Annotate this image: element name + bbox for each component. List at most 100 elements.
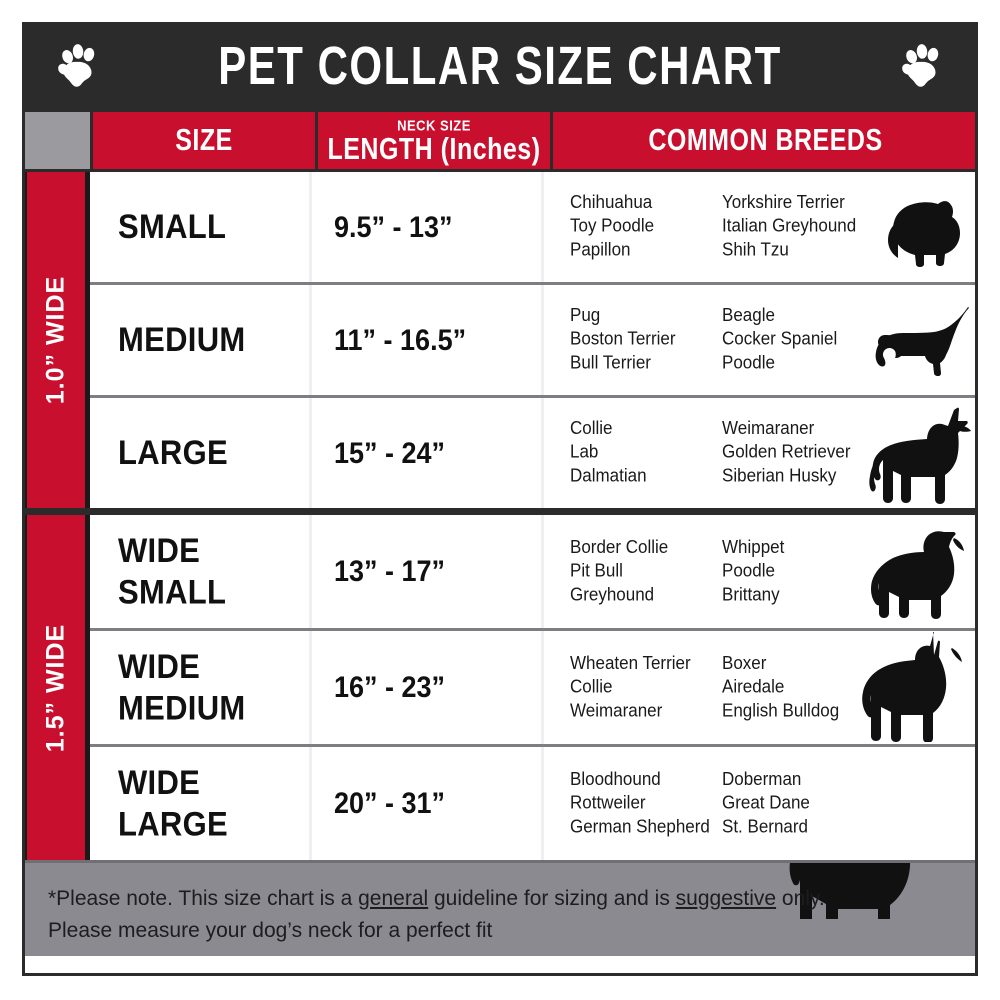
breed-item: St. Bernard bbox=[722, 816, 808, 837]
breed-item: Poodle bbox=[722, 560, 775, 581]
size-label-line2: SMALL bbox=[118, 571, 227, 611]
cell-breeds: Border Collie Pit Bull Greyhound Whippet… bbox=[544, 515, 978, 628]
size-label: LARGE bbox=[118, 432, 228, 472]
length-value: 13” - 17” bbox=[334, 554, 446, 588]
header-cell-spacer bbox=[22, 112, 90, 169]
cell-size: LARGE bbox=[90, 398, 312, 508]
breed-item: Papillon bbox=[570, 239, 631, 261]
cell-size: WIDE LARGE bbox=[90, 747, 312, 860]
cell-breeds: Bloodhound Rottweiler German Shepherd Do… bbox=[544, 747, 978, 860]
table-row[interactable]: LARGE 15” - 24” Collie Lab Dalmatian Wei… bbox=[90, 395, 978, 508]
breed-item: Doberman bbox=[722, 768, 802, 790]
size-label-line1: WIDE bbox=[118, 762, 201, 802]
pet-collar-size-chart: PET COLLAR SIZE CHART SIZE NECK SIZE LEN… bbox=[22, 22, 978, 976]
size-label: SMALL bbox=[118, 206, 227, 246]
group-tab-1-0-wide: 1.0” WIDE bbox=[22, 172, 90, 508]
breed-item: Airedale bbox=[722, 676, 785, 697]
footer-underline-general: general bbox=[358, 887, 429, 910]
size-group-1-5-wide: 1.5” WIDE WIDE SMALL 13” - 17” bbox=[22, 508, 978, 860]
table-row[interactable]: WIDE MEDIUM 16” - 23” Wheaten Terrier Co… bbox=[90, 628, 978, 744]
breed-list-col2: Doberman Great Dane St. Bernard bbox=[722, 768, 890, 839]
breed-item: Pit Bull bbox=[570, 560, 623, 581]
paw-print-icon bbox=[52, 40, 104, 92]
breed-item: Wheaten Terrier bbox=[570, 652, 691, 674]
cell-length: 9.5” - 13” bbox=[312, 172, 544, 282]
breed-item: Whippet bbox=[722, 536, 785, 558]
length-value: 15” - 24” bbox=[334, 435, 446, 469]
footer-line-2: Please measure your dog’s neck for a per… bbox=[48, 918, 493, 942]
breed-item: Dalmatian bbox=[570, 465, 647, 487]
breed-item: Pug bbox=[570, 305, 601, 326]
breed-item: Beagle bbox=[722, 305, 775, 326]
footer-line-1: *Please note. This size chart is a gener… bbox=[48, 883, 952, 915]
breed-item: Weimaraner bbox=[722, 418, 815, 439]
table-row[interactable]: WIDE SMALL 13” - 17” Border Collie Pit B… bbox=[90, 515, 978, 628]
breed-item: Siberian Husky bbox=[722, 465, 837, 487]
chart-title-bar: PET COLLAR SIZE CHART bbox=[22, 22, 978, 110]
cell-size: WIDE MEDIUM bbox=[90, 631, 312, 744]
breed-item: English Bulldog bbox=[722, 700, 840, 721]
breed-item: Chihuahua bbox=[570, 192, 653, 213]
breed-item: Boxer bbox=[722, 652, 767, 674]
header-sublabel-neck-size: NECK SIZE bbox=[397, 116, 471, 134]
breed-list-col1: Pug Boston Terrier Bull Terrier bbox=[570, 304, 722, 375]
size-label-line2: LARGE bbox=[118, 803, 228, 843]
table-row[interactable]: MEDIUM 11” - 16.5” Pug Boston Terrier Bu… bbox=[90, 282, 978, 395]
footer-note: *Please note. This size chart is a gener… bbox=[22, 860, 978, 956]
breed-item: Shih Tzu bbox=[722, 239, 789, 261]
small-fluffy-dog-silhouette bbox=[878, 192, 964, 268]
table-row[interactable]: WIDE LARGE 20” - 31” Bloodhound Rottweil… bbox=[90, 744, 978, 860]
footer-text-mid: guideline for sizing and is bbox=[428, 887, 676, 910]
cell-size: MEDIUM bbox=[90, 285, 312, 395]
breed-item: Boston Terrier bbox=[570, 329, 676, 350]
breed-item: Poodle bbox=[722, 352, 775, 374]
paw-print-icon bbox=[896, 40, 948, 92]
breed-list-col1: Bloodhound Rottweiler German Shepherd bbox=[570, 768, 722, 839]
group-tab-label: 1.5” WIDE bbox=[41, 623, 70, 752]
length-value: 11” - 16.5” bbox=[334, 322, 467, 356]
breed-list-col1: Collie Lab Dalmatian bbox=[570, 417, 722, 488]
group-rows: SMALL 9.5” - 13” Chihuahua Toy Poodle Pa… bbox=[90, 172, 978, 508]
cell-breeds: Pug Boston Terrier Bull Terrier Beagle C… bbox=[544, 285, 978, 395]
breed-item: Cocker Spaniel bbox=[722, 329, 838, 350]
breed-list-col1: Border Collie Pit Bull Greyhound bbox=[570, 536, 722, 607]
header-cell-size: SIZE bbox=[93, 112, 315, 169]
cell-length: 20” - 31” bbox=[312, 747, 544, 860]
cell-size: SMALL bbox=[90, 172, 312, 282]
breed-list-col2: Weimaraner Golden Retriever Siberian Hus… bbox=[722, 417, 890, 488]
group-tab-label: 1.0” WIDE bbox=[41, 275, 70, 405]
table-row[interactable]: SMALL 9.5” - 13” Chihuahua Toy Poodle Pa… bbox=[90, 172, 978, 282]
header-label-length: LENGTH (Inches) bbox=[327, 131, 541, 167]
group-tab-1-5-wide: 1.5” WIDE bbox=[22, 515, 90, 860]
breed-item: Brittany bbox=[722, 584, 780, 605]
size-table: SIZE NECK SIZE LENGTH (Inches) COMMON BR… bbox=[22, 110, 978, 860]
cell-breeds: Chihuahua Toy Poodle Papillon Yorkshire … bbox=[544, 172, 978, 282]
footer-underline-suggestive: suggestive bbox=[675, 887, 777, 910]
table-header-row: SIZE NECK SIZE LENGTH (Inches) COMMON BR… bbox=[22, 110, 978, 172]
length-value: 16” - 23” bbox=[334, 670, 446, 704]
header-cell-breeds: COMMON BREEDS bbox=[553, 112, 978, 169]
cell-size: WIDE SMALL bbox=[90, 515, 312, 628]
size-label-line1: WIDE bbox=[118, 530, 201, 570]
breed-item: Lab bbox=[570, 442, 599, 463]
size-label: WIDE LARGE bbox=[118, 763, 228, 845]
size-label: WIDE SMALL bbox=[118, 531, 226, 613]
breed-list-col2: Yorkshire Terrier Italian Greyhound Shih… bbox=[722, 191, 890, 262]
cell-length: 11” - 16.5” bbox=[312, 285, 544, 395]
size-label: WIDE MEDIUM bbox=[118, 647, 246, 729]
breed-item: Italian Greyhound bbox=[722, 216, 857, 237]
breed-list-col2: Boxer Airedale English Bulldog bbox=[722, 652, 890, 723]
breed-item: German Shepherd bbox=[570, 816, 710, 837]
breed-item: Collie bbox=[570, 418, 613, 439]
cell-length: 13” - 17” bbox=[312, 515, 544, 628]
breed-item: Bull Terrier bbox=[570, 352, 651, 374]
breed-list-col1: Wheaten Terrier Collie Weimaraner bbox=[570, 652, 722, 723]
footer-text-pre: *Please note. This size chart is a bbox=[48, 887, 359, 910]
cell-length: 15” - 24” bbox=[312, 398, 544, 508]
footer-text-post: only. bbox=[776, 887, 825, 910]
breed-item: Border Collie bbox=[570, 536, 669, 558]
header-cell-length: NECK SIZE LENGTH (Inches) bbox=[318, 112, 550, 169]
group-rows: WIDE SMALL 13” - 17” Border Collie Pit B… bbox=[90, 515, 978, 860]
size-label-line2: MEDIUM bbox=[118, 687, 246, 727]
size-group-1-0-wide: 1.0” WIDE SMALL 9.5” - 13” Chihuahua Toy… bbox=[22, 172, 978, 508]
